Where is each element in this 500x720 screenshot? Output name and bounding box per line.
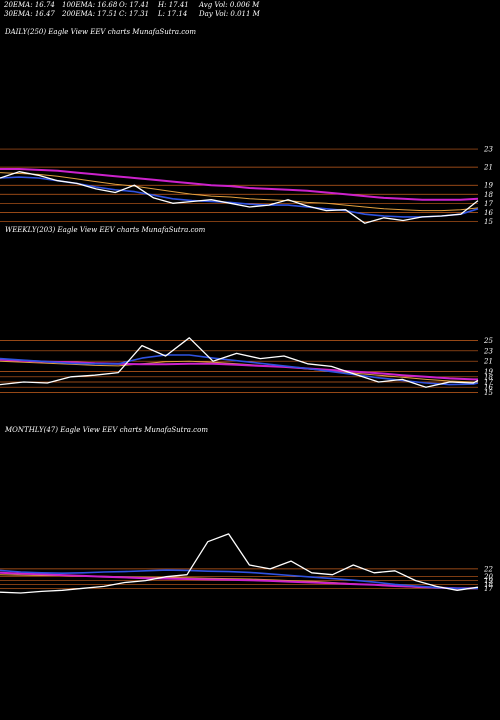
weekly-chart-title: WEEKLY(203) Eagle View EEV charts Munafa… bbox=[5, 226, 206, 234]
y-tick-label: 18 bbox=[484, 191, 493, 199]
daily-chart-title: DAILY(250) Eagle View EEV charts MunafaS… bbox=[4, 28, 196, 36]
y-tick-label: 16 bbox=[484, 209, 493, 217]
y-tick-label: 20 bbox=[483, 573, 493, 581]
y-tick-label: 18 bbox=[484, 581, 493, 589]
ema-magenta-line bbox=[0, 168, 479, 201]
y-tick-label: 17 bbox=[484, 585, 493, 593]
y-tick-label: 19 bbox=[484, 577, 493, 585]
y-tick-label: 23 bbox=[483, 146, 493, 154]
stat-close: C: 17.31 bbox=[119, 10, 149, 18]
y-tick-label: 17 bbox=[484, 200, 493, 208]
y-tick-label: 23 bbox=[483, 347, 493, 355]
stat-low: L: 17.14 bbox=[157, 10, 187, 18]
price-line bbox=[0, 337, 479, 388]
y-tick-label: 22 bbox=[483, 565, 493, 573]
stat-ema200: 200EMA: 17.51 bbox=[61, 10, 117, 18]
y-tick-label: 17 bbox=[484, 379, 493, 387]
ema-blue-line bbox=[0, 354, 479, 386]
price-line bbox=[0, 533, 479, 594]
y-tick-label: 15 bbox=[484, 389, 493, 397]
y-tick-label: 21 bbox=[483, 358, 493, 366]
stat-day-vol: Day Vol: 0.011 M bbox=[198, 10, 261, 18]
stat-avg-vol: Avg Vol: 0.006 M bbox=[198, 1, 260, 9]
y-tick-label: 25 bbox=[483, 337, 493, 345]
ema-magenta-line bbox=[0, 571, 478, 590]
price-line bbox=[0, 171, 479, 224]
stat-ema100: 100EMA: 16.68 bbox=[62, 1, 118, 9]
y-tick-label: 19 bbox=[484, 368, 493, 376]
stat-open: O: 17.41 bbox=[119, 1, 149, 9]
monthly-chart-panel: MONTHLY(47) Eagle View EEV charts Munafa… bbox=[0, 426, 493, 594]
daily-chart-panel: DAILY(250) Eagle View EEV charts MunafaS… bbox=[0, 28, 493, 226]
stat-ema20: 20EMA: 16.74 bbox=[3, 1, 55, 9]
y-tick-label: 21 bbox=[483, 164, 493, 172]
y-tick-label: 16 bbox=[484, 384, 493, 392]
ema-blue-line bbox=[0, 569, 478, 590]
weekly-chart-panel: WEEKLY(203) Eagle View EEV charts Munafa… bbox=[0, 226, 493, 397]
ema-orange-line bbox=[0, 172, 479, 212]
monthly-chart-title: MONTHLY(47) Eagle View EEV charts Munafa… bbox=[4, 426, 208, 434]
stat-ema30: 30EMA: 16.47 bbox=[4, 10, 55, 18]
y-tick-label: 19 bbox=[484, 182, 493, 190]
y-tick-label: 15 bbox=[484, 218, 493, 226]
y-tick-label: 18 bbox=[484, 373, 493, 381]
stat-high: H: 17.41 bbox=[157, 1, 189, 9]
